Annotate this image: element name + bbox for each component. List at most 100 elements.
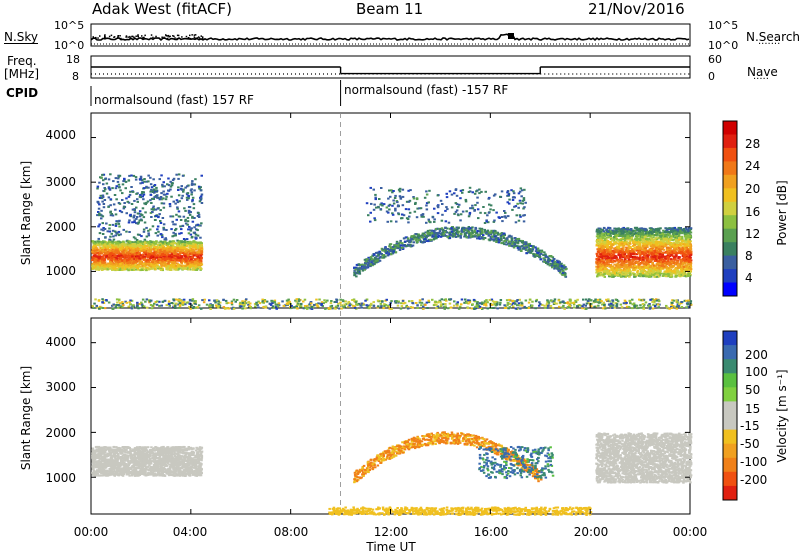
data-cell: [200, 193, 204, 196]
data-cell: [148, 268, 152, 271]
data-cell: [108, 227, 111, 230]
data-cell: [127, 221, 131, 224]
data-cell: [436, 236, 440, 238]
nsky-point: [174, 37, 176, 39]
data-cell: [460, 229, 463, 232]
data-cell: [128, 301, 131, 304]
data-cell: [96, 261, 100, 264]
data-cell: [144, 300, 147, 303]
data-cell: [463, 232, 467, 235]
data-cell: [97, 207, 101, 210]
data-cell: [180, 228, 183, 231]
data-cell: [507, 307, 510, 310]
data-cell: [448, 302, 452, 305]
data-cell: [404, 208, 408, 211]
data-cell: [680, 301, 683, 303]
data-cell: [339, 298, 342, 301]
data-cell: [102, 206, 106, 209]
data-cell: [122, 206, 126, 209]
data-cell: [232, 307, 236, 310]
data-cell: [124, 262, 128, 265]
data-cell: [510, 238, 514, 241]
data-cell: [529, 251, 532, 254]
data-cell: [214, 301, 217, 304]
data-cell: [466, 307, 470, 310]
data-cell: [419, 207, 423, 210]
data-cell: [137, 248, 140, 251]
data-cell: [360, 302, 364, 305]
data-cell: [176, 244, 179, 247]
data-cell: [104, 177, 107, 180]
data-cell: [108, 224, 112, 226]
data-cell: [320, 304, 323, 307]
data-cell: [196, 246, 199, 249]
data-cell: [416, 240, 419, 243]
data-cell: [506, 301, 510, 304]
data-cell: [153, 196, 156, 199]
data-cell: [265, 300, 269, 303]
data-cell: [96, 243, 99, 246]
data-cell: [474, 235, 477, 238]
data-cell: [96, 214, 99, 217]
data-cell: [377, 206, 380, 209]
data-cell: [125, 212, 128, 215]
data-cell: [129, 190, 132, 193]
nsky-point: [201, 36, 204, 38]
data-cell: [159, 241, 163, 244]
data-cell: [145, 180, 149, 183]
data-cell: [194, 300, 197, 303]
data-cell: [436, 231, 440, 234]
data-cell: [157, 230, 160, 233]
data-cell: [442, 230, 445, 233]
data-cell: [531, 248, 535, 251]
data-cell: [391, 204, 394, 207]
data-cell: [399, 241, 402, 244]
data-cell: [486, 307, 489, 310]
data-cell: [114, 234, 117, 237]
data-cell: [185, 196, 189, 199]
data-cell: [326, 299, 329, 302]
data-cell: [136, 233, 140, 236]
data-cell: [367, 256, 370, 259]
data-cell: [117, 222, 121, 225]
xtick-3: 12:00: [373, 525, 409, 539]
data-cell: [454, 236, 458, 238]
data-cell: [386, 304, 389, 307]
data-cell: [198, 187, 201, 190]
data-cell: [98, 267, 102, 270]
data-cell: [117, 234, 121, 237]
data-cell: [478, 302, 482, 305]
data-cell: [500, 241, 503, 244]
data-cell: [169, 244, 173, 247]
data-cell: [149, 254, 153, 257]
data-cell: [104, 263, 108, 266]
data-cell: [543, 304, 546, 307]
data-cell: [366, 258, 369, 261]
data-cell: [134, 176, 138, 179]
data-cell: [136, 198, 139, 201]
xtick-0: 00:00: [73, 525, 109, 539]
data-cell: [111, 256, 115, 259]
data-cell: [101, 301, 104, 304]
data-cell: [94, 242, 97, 245]
data-cell: [527, 301, 531, 304]
data-cell: [269, 303, 273, 306]
data-cell: [398, 190, 402, 193]
data-cell: [114, 224, 118, 227]
data-cell: [118, 225, 121, 228]
data-cell: [139, 260, 143, 263]
data-cell: [177, 267, 181, 270]
data-cell: [401, 248, 405, 250]
data-cell: [460, 230, 464, 233]
data-cell: [196, 234, 200, 237]
data-cell: [677, 305, 680, 307]
data-cell: [170, 269, 173, 271]
data-cell: [477, 237, 481, 240]
data-cell: [471, 207, 475, 210]
data-cell: [141, 255, 144, 258]
nsky-point: [163, 36, 165, 39]
data-cell: [642, 307, 645, 310]
data-cell: [191, 199, 194, 201]
data-cell: [383, 305, 386, 307]
data-cell: [144, 211, 147, 214]
